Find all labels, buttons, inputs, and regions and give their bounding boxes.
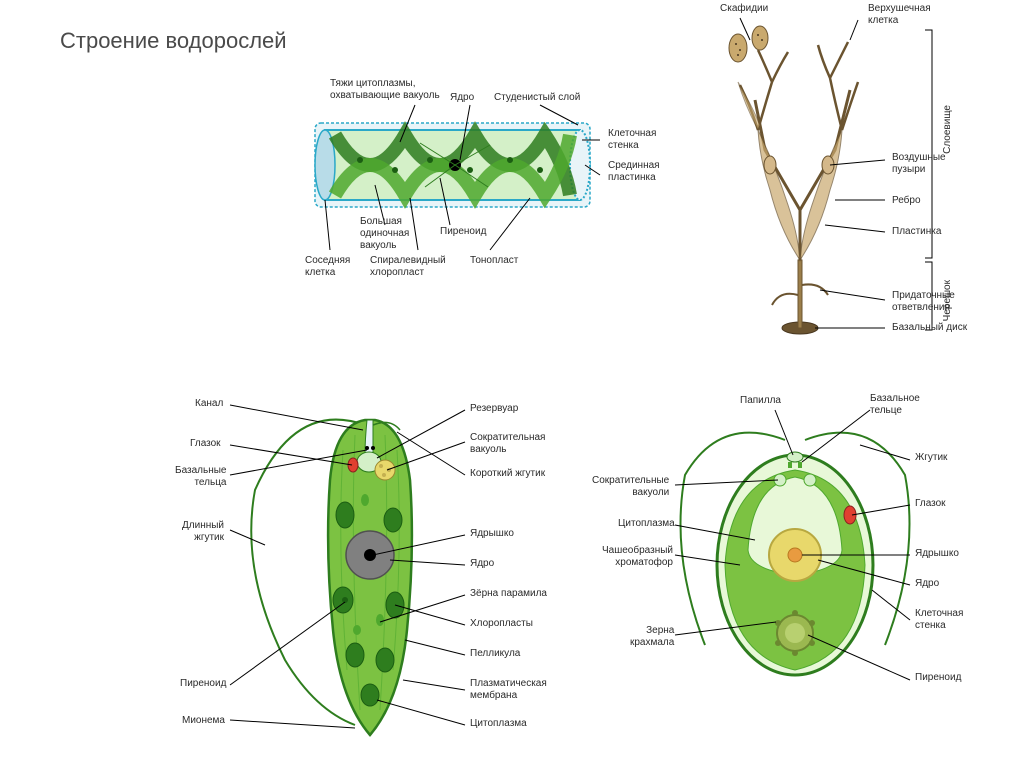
chl-l2: Цитоплазма [618, 518, 675, 530]
spg-b4: Большаяодиночнаявакуоль [360, 216, 409, 252]
eug-r9: Плазматическаямембрана [470, 678, 547, 702]
eug-r8: Пелликула [470, 648, 520, 660]
chl-r5: Клеточнаястенка [915, 608, 963, 632]
eug-r7: Хлоропласты [470, 618, 533, 630]
fuc-r3: Пластинка [892, 226, 941, 238]
spg-b5: Пиреноид [440, 226, 486, 238]
eug-l3: Базальныетельца [175, 465, 226, 489]
spg-b2: Спиралевидныйхлоропласт [370, 255, 446, 279]
chl-l1: Сократительныевакуоли [592, 475, 669, 499]
fuc-t1: Скафидии [720, 3, 768, 15]
page-title: Строение водорослей [60, 28, 287, 54]
spg-top2: Ядро [450, 92, 474, 104]
fuc-r1: Воздушныепузыри [892, 152, 946, 176]
fuc-t2: Верхушечнаяклетка [868, 3, 931, 27]
spg-b3: Тонопласт [470, 255, 518, 267]
euglena-leaders [155, 370, 575, 770]
chl-r1: Жгутик [915, 452, 947, 464]
spg-r1: Клеточнаястенка [608, 128, 656, 152]
chl-r6: Пиреноид [915, 672, 961, 684]
eug-r1: Резервуар [470, 403, 518, 415]
eug-r3: Короткий жгутик [470, 468, 545, 480]
chl-r3: Ядрышко [915, 548, 959, 560]
eug-r6: Зёрна парамила [470, 588, 547, 600]
fuc-r2: Ребро [892, 195, 921, 207]
eug-l4: Длинныйжгутик [182, 520, 224, 544]
chl-r2: Глазок [915, 498, 946, 510]
spg-b1: Соседняяклетка [305, 255, 350, 279]
eug-l2: Глазок [190, 438, 221, 450]
eug-r2: Сократительнаявакуоль [470, 432, 545, 456]
chl-r4: Ядро [915, 578, 939, 590]
fuc-br1: Слоевище [942, 105, 953, 154]
eug-l5: Пиреноид [180, 678, 226, 690]
chl-t1: Папилла [740, 395, 781, 407]
eug-r4: Ядрышко [470, 528, 514, 540]
eug-l1: Канал [195, 398, 223, 410]
chl-t2: Базальноетельце [870, 393, 920, 417]
spg-r2: Срединнаяпластинка [608, 160, 660, 184]
fuc-br2: Черешок [942, 280, 953, 321]
spg-top1: Тяжи цитоплазмы,охватывающие вакуоль [330, 78, 440, 102]
eug-l6: Мионема [182, 715, 225, 727]
spg-top3: Студенистый слой [494, 92, 580, 104]
chl-l4: Зернакрахмала [630, 625, 674, 649]
chl-l3: Чашеобразныйхроматофор [602, 545, 673, 569]
eug-r10: Цитоплазма [470, 718, 527, 730]
fuc-r5: Базальный диск [892, 322, 967, 334]
eug-r5: Ядро [470, 558, 494, 570]
